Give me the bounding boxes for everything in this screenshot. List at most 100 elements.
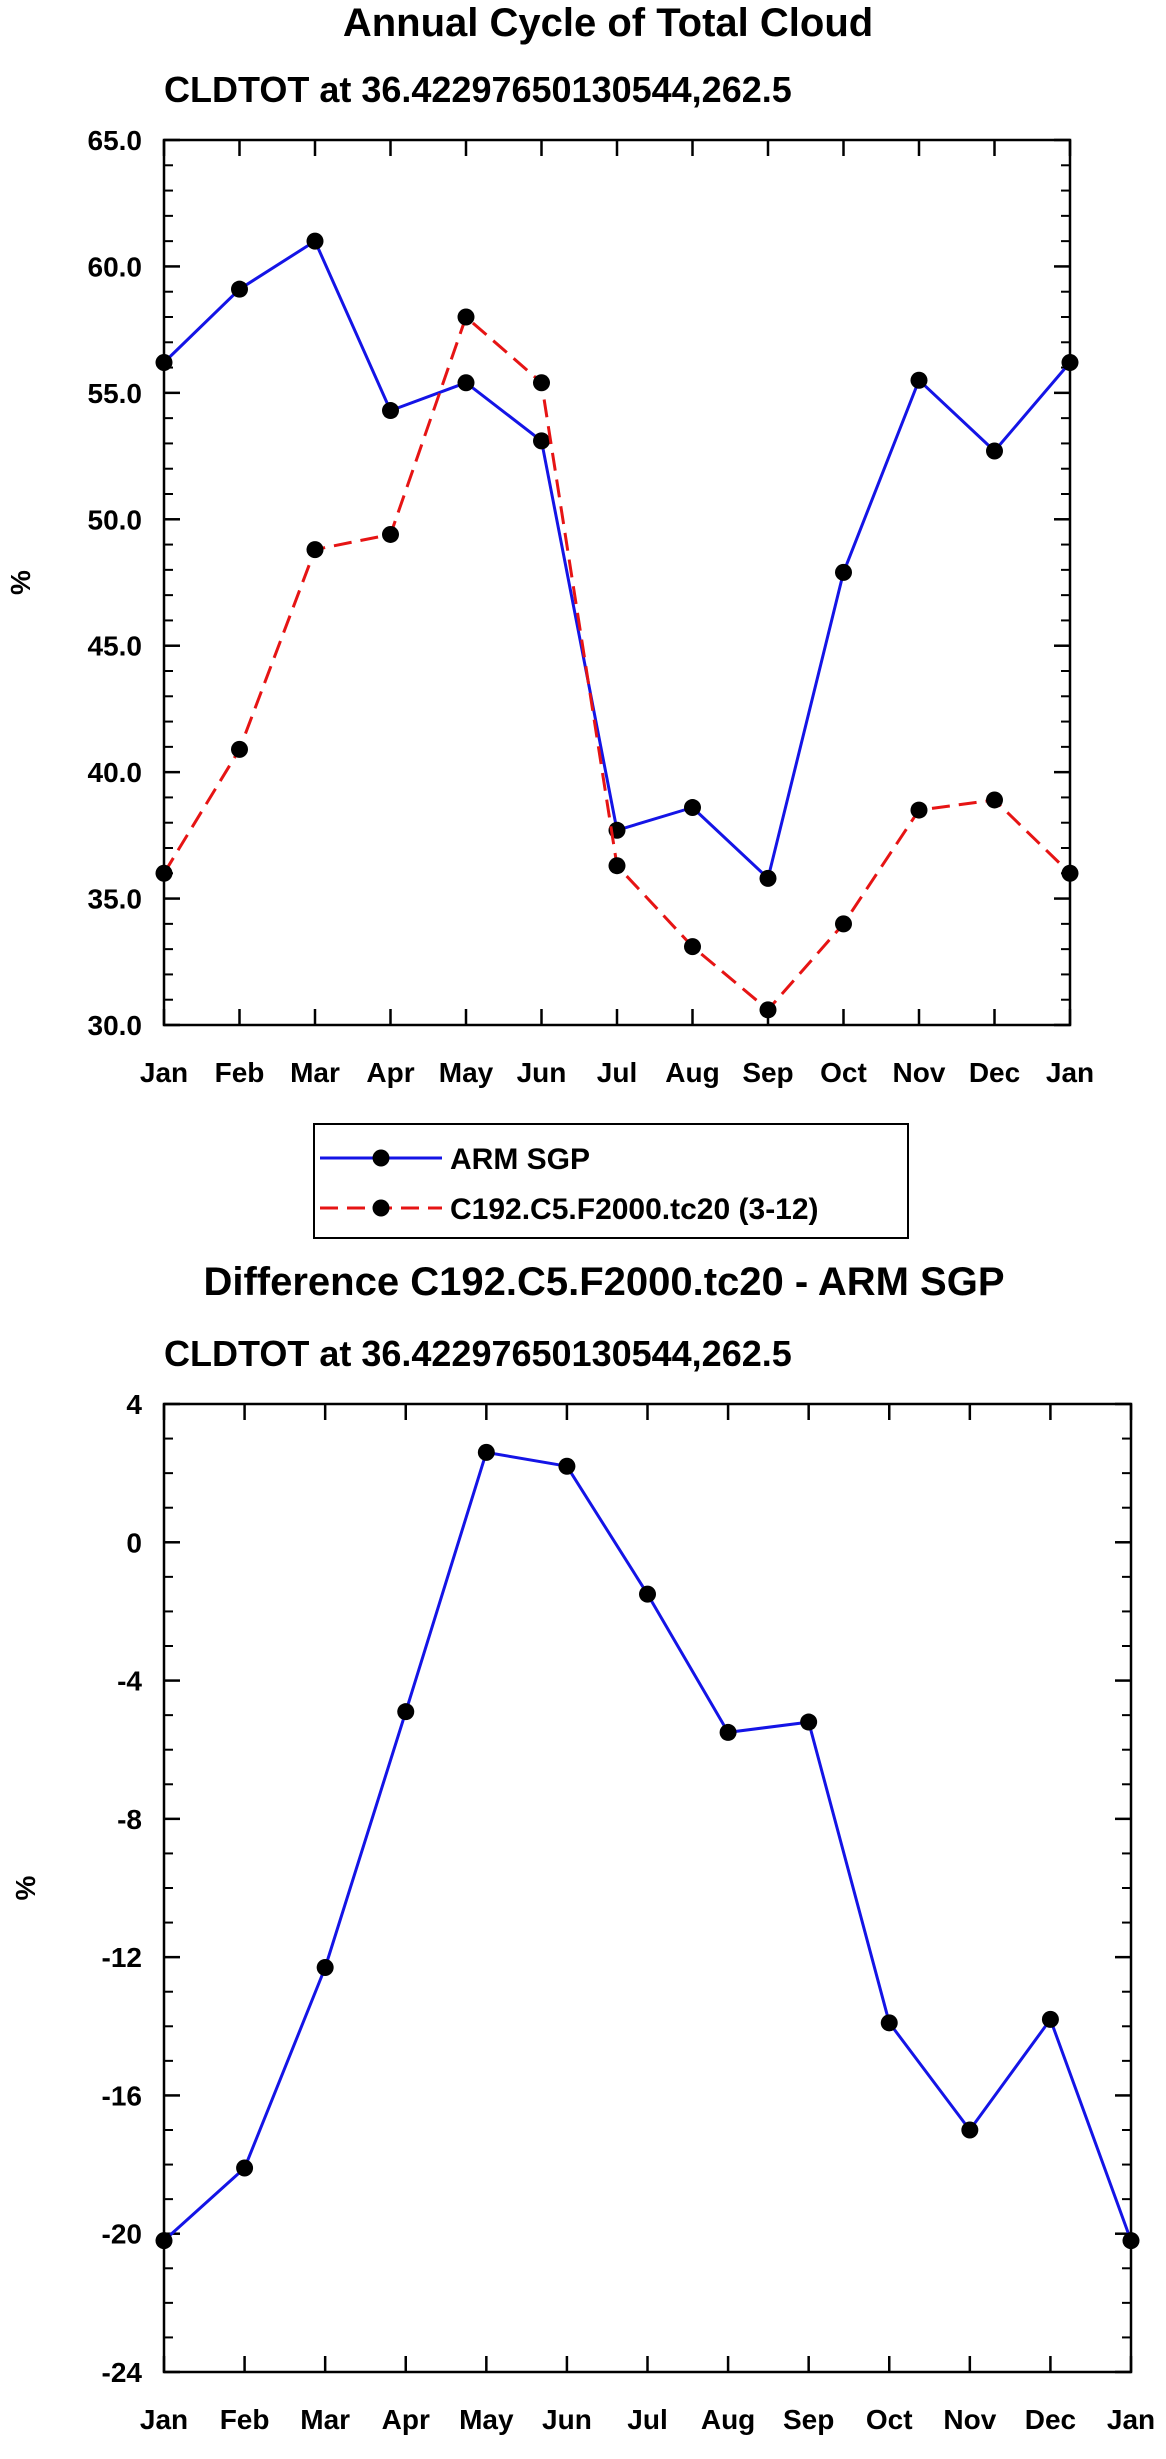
- x-tick-label: Dec: [1025, 2404, 1076, 2435]
- y-tick-label: -4: [117, 1666, 142, 1697]
- y-tick-label: 35.0: [88, 884, 143, 915]
- data-point: [457, 308, 475, 326]
- chart-subtitle: CLDTOT at 36.42297650130544,262.5: [164, 1333, 792, 1374]
- chart-title: Difference C192.C5.F2000.tc20 - ARM SGP: [203, 1260, 1004, 1304]
- data-point: [639, 1585, 656, 1603]
- plot-frame: [162, 138, 1072, 1027]
- x-tick-label: Sep: [742, 1057, 793, 1088]
- legend-marker: [372, 1199, 390, 1217]
- x-tick-label: Oct: [866, 2404, 913, 2435]
- data-point: [1122, 2232, 1140, 2250]
- x-tick-label: Jul: [627, 2404, 667, 2435]
- data-point: [1061, 354, 1079, 372]
- x-tick-label: Jan: [140, 2404, 188, 2435]
- y-tick-label: -24: [102, 2357, 143, 2388]
- x-tick-label: Aug: [701, 2404, 755, 2435]
- x-tick-label: Jan: [1107, 2404, 1155, 2435]
- x-tick-label: Mar: [290, 1057, 340, 1088]
- x-tick-label: May: [459, 2404, 514, 2435]
- data-point: [155, 864, 173, 882]
- x-tick-label: May: [439, 1057, 494, 1088]
- x-tick-label: Sep: [783, 2404, 834, 2435]
- x-tick-label: Nov: [943, 2404, 996, 2435]
- data-point: [759, 869, 777, 887]
- legend-label-1: ARM SGP: [450, 1143, 590, 1176]
- data-point: [986, 791, 1003, 809]
- y-tick-label: 40.0: [88, 757, 143, 788]
- x-tick-label: Mar: [300, 2404, 350, 2435]
- y-tick-label: 55.0: [88, 378, 143, 409]
- y-tick-label: -16: [102, 2080, 142, 2111]
- series-line-2: [162, 315, 1072, 1012]
- x-tick-label: Dec: [969, 1057, 1020, 1088]
- data-point: [382, 402, 399, 420]
- series-line-1: [162, 239, 1072, 880]
- data-point: [684, 938, 701, 956]
- y-axis-label: %: [10, 1875, 41, 1900]
- chart-panel-1: Annual Cycle of Total Cloud CLDTOT at 36.…: [5, 1, 1094, 1239]
- chart-subtitle: CLDTOT at 36.42297650130544,262.5: [164, 69, 792, 110]
- data-point: [684, 799, 701, 817]
- legend-marker: [372, 1149, 390, 1167]
- data-point: [155, 2232, 173, 2250]
- data-point: [986, 442, 1003, 460]
- x-tick-label: Jan: [1046, 1057, 1094, 1088]
- data-point: [961, 2121, 979, 2139]
- data-point: [910, 371, 928, 389]
- data-point: [1061, 864, 1079, 882]
- data-point: [835, 915, 852, 933]
- series-line-1: [162, 1450, 1133, 2242]
- data-point: [306, 541, 324, 559]
- plot-frame: [162, 1402, 1133, 2374]
- x-tick-label: Aug: [665, 1057, 719, 1088]
- y-tick-label: 50.0: [88, 504, 143, 535]
- data-point: [533, 432, 550, 450]
- y-tick-label: 60.0: [88, 251, 143, 282]
- x-tick-label: Oct: [820, 1057, 867, 1088]
- y-tick-label: 4: [126, 1389, 142, 1420]
- y-tick-label: -20: [102, 2219, 142, 2250]
- y-tick-label: 45.0: [88, 631, 143, 662]
- x-tick-label: Jun: [517, 1057, 567, 1088]
- x-tick-label: Feb: [220, 2404, 270, 2435]
- data-point: [231, 280, 248, 298]
- data-point: [457, 374, 475, 392]
- chart-panel-2: Difference C192.C5.F2000.tc20 - ARM SGP C…: [10, 1260, 1155, 2435]
- x-tick-label: Feb: [215, 1057, 265, 1088]
- data-point: [719, 1723, 737, 1741]
- data-point: [800, 1713, 818, 1731]
- data-point: [533, 374, 550, 392]
- x-tick-label: Apr: [382, 2404, 430, 2435]
- y-axis-label: %: [5, 570, 36, 595]
- data-point: [558, 1457, 576, 1475]
- data-point: [477, 1443, 495, 1461]
- data-point: [397, 1703, 415, 1721]
- y-tick-label: 65.0: [88, 125, 143, 156]
- y-tick-label: -12: [102, 1942, 142, 1973]
- y-tick-label: -8: [117, 1804, 142, 1835]
- chart-title: Annual Cycle of Total Cloud: [343, 1, 873, 45]
- data-point: [880, 2014, 898, 2032]
- x-tick-label: Nov: [893, 1057, 946, 1088]
- data-point: [835, 563, 852, 581]
- data-point: [231, 740, 248, 758]
- data-point: [1041, 2010, 1059, 2028]
- data-point: [910, 801, 928, 819]
- data-point: [306, 232, 324, 250]
- x-tick-label: Jun: [542, 2404, 592, 2435]
- x-tick-label: Jul: [597, 1057, 637, 1088]
- data-point: [382, 525, 399, 543]
- data-point: [155, 354, 173, 372]
- y-tick-label: 30.0: [88, 1010, 143, 1041]
- legend-box: [313, 1123, 909, 1239]
- y-tick-label: 0: [126, 1527, 142, 1558]
- x-tick-label: Apr: [366, 1057, 414, 1088]
- data-point: [759, 1001, 777, 1019]
- data-point: [236, 2159, 254, 2177]
- data-point: [316, 1959, 334, 1977]
- legend: ARM SGP C192.C5.F2000.tc20 (3-12): [313, 1123, 909, 1239]
- x-tick-label: Jan: [140, 1057, 188, 1088]
- data-point: [608, 857, 626, 875]
- legend-label-2: C192.C5.F2000.tc20 (3-12): [450, 1193, 819, 1226]
